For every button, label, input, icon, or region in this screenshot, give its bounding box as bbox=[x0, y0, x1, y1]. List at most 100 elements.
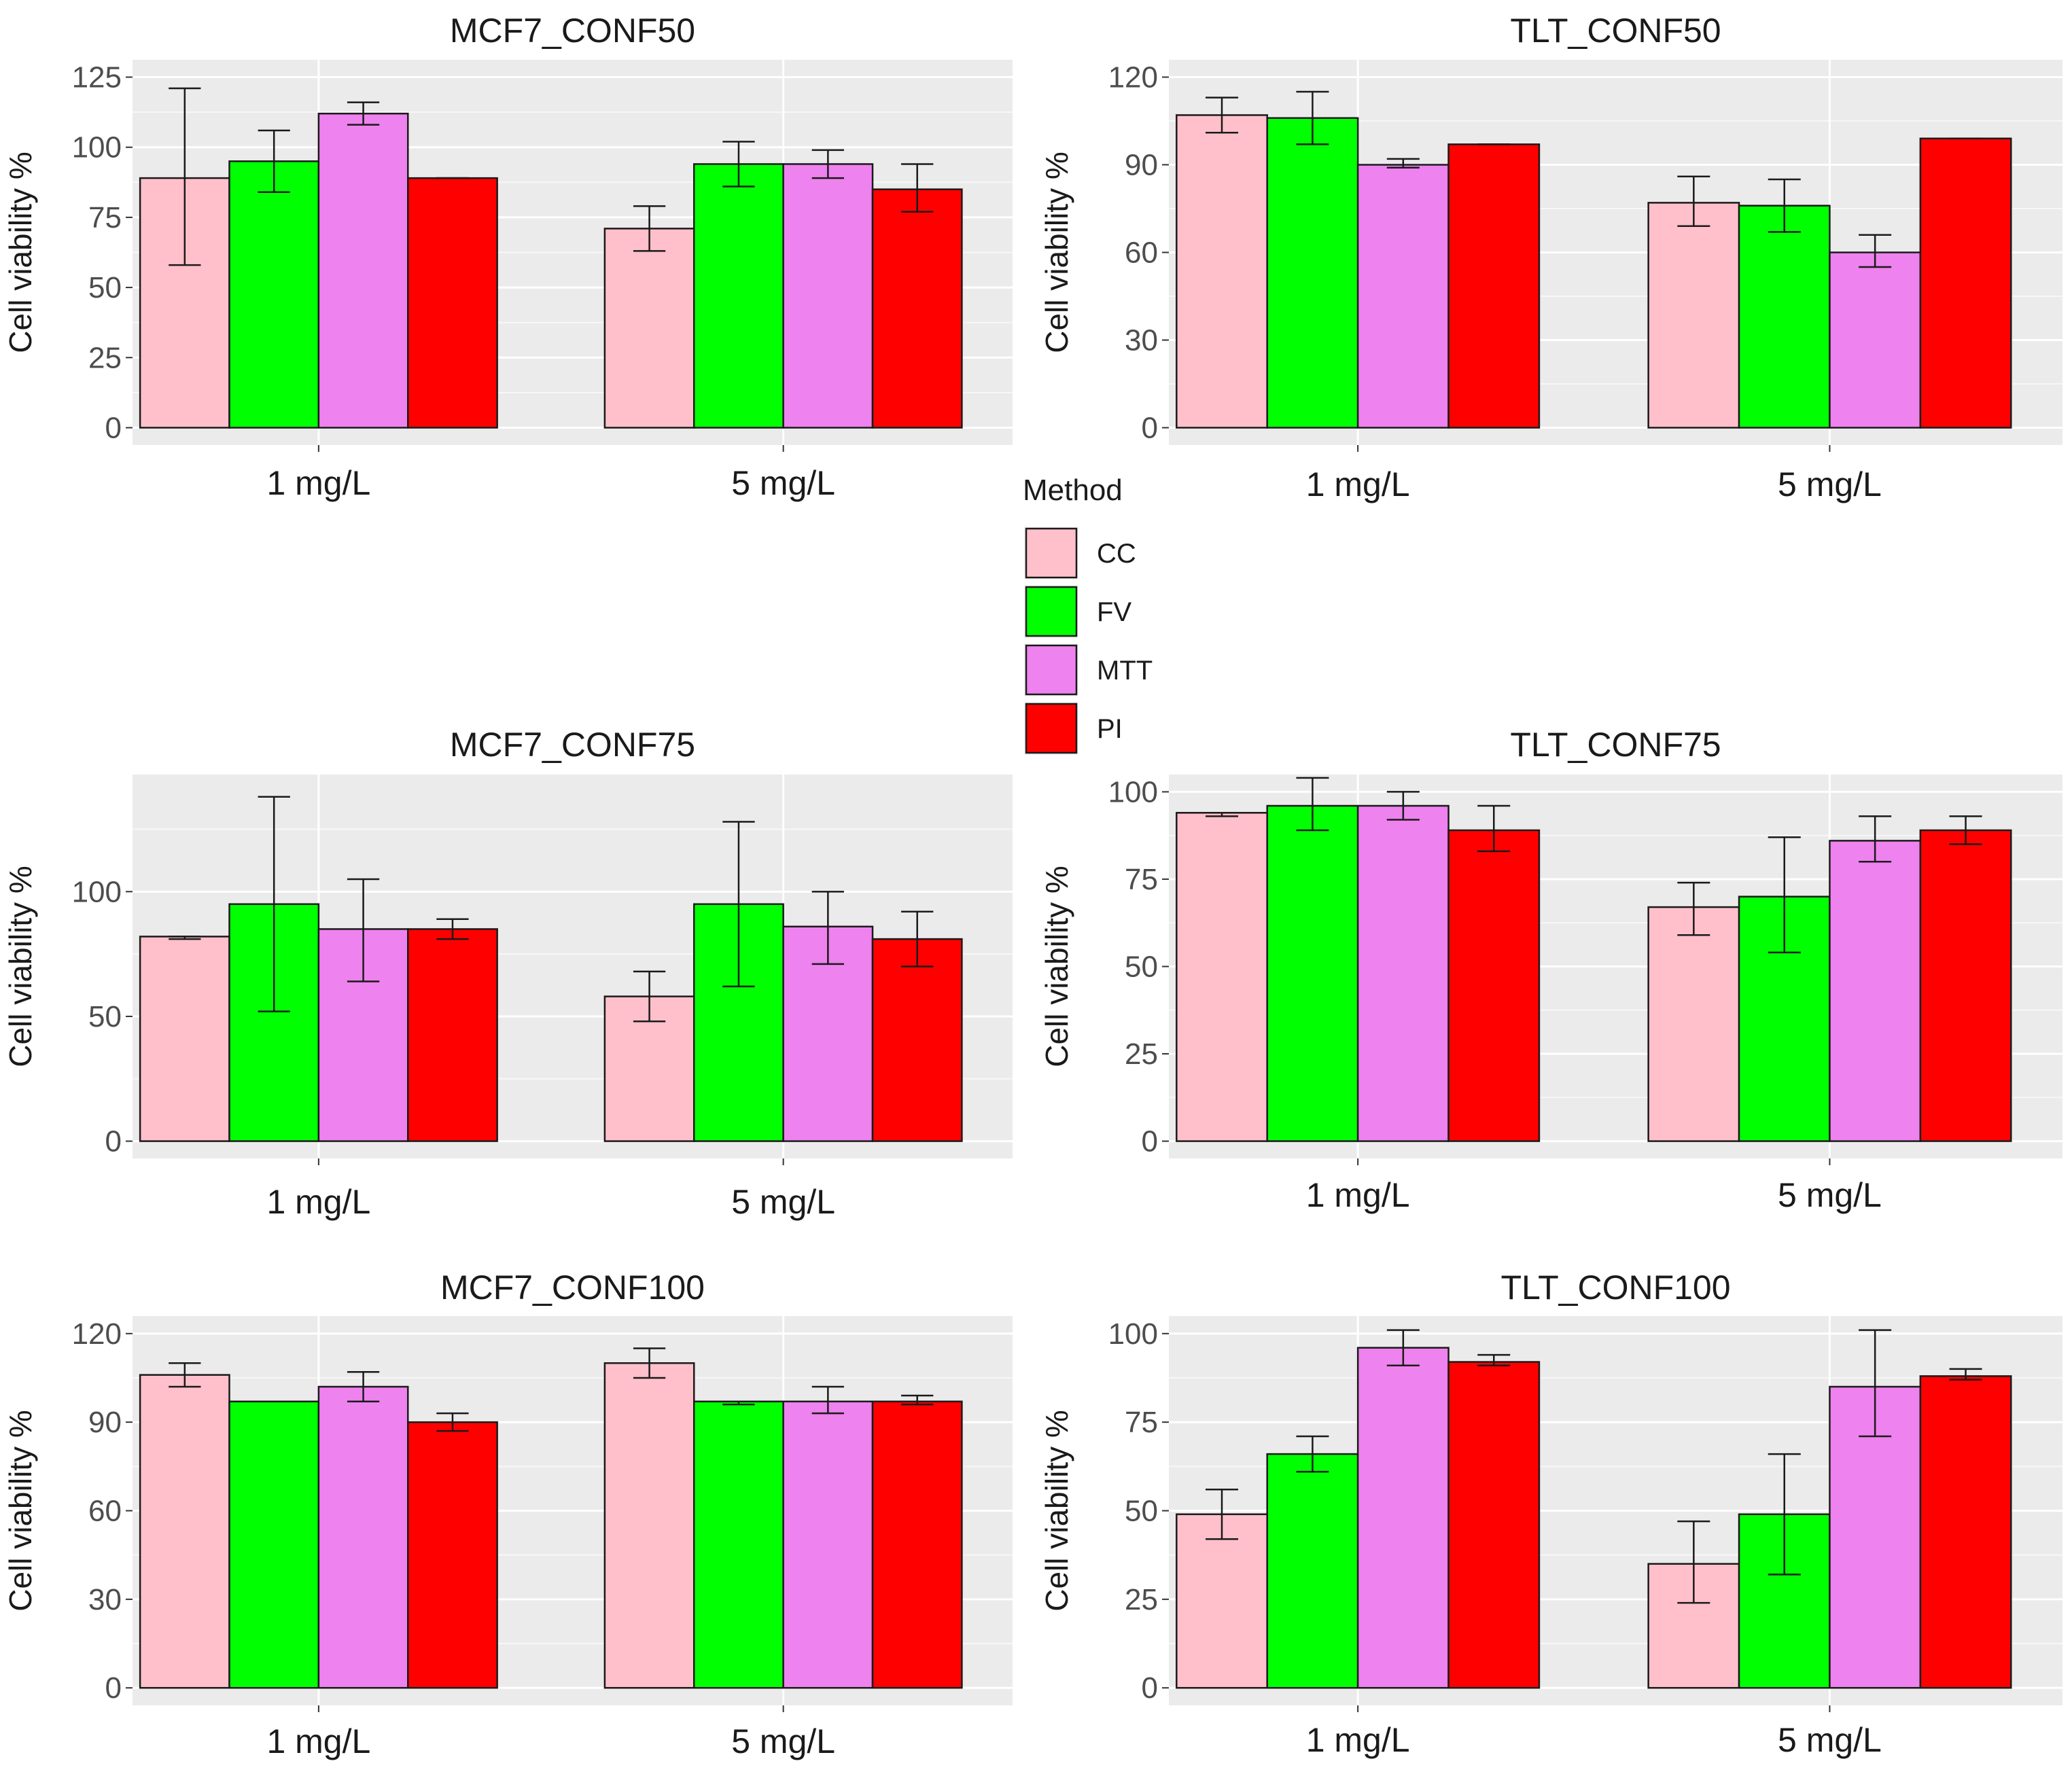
bar-mtt bbox=[1829, 840, 1922, 1142]
bar-cc bbox=[139, 1374, 230, 1689]
legend-swatch bbox=[1025, 586, 1078, 637]
y-tick-label: 0 bbox=[105, 411, 122, 444]
y-tick-label: 0 bbox=[1142, 411, 1158, 444]
legend-item-fv: FV bbox=[1024, 585, 1131, 638]
y-tick-label: 60 bbox=[88, 1495, 122, 1528]
y-tick-label: 50 bbox=[1125, 951, 1158, 984]
x-tick-label: 1 mg/L bbox=[266, 464, 370, 502]
error-bar bbox=[811, 1385, 844, 1415]
chart-panel: 0 30 60 90 120 1 mg/L 5 mg/L MCF7_CONF100 Cell v… bbox=[3, 1269, 1013, 1760]
bar-fv bbox=[1738, 205, 1831, 429]
bar-fv bbox=[228, 160, 320, 429]
chart-title: MCF7_CONF50 bbox=[450, 12, 695, 50]
chart-title: MCF7_CONF75 bbox=[450, 726, 695, 764]
bar-pi bbox=[1447, 829, 1541, 1142]
bar-mtt bbox=[317, 1385, 409, 1689]
bar-pi bbox=[407, 928, 498, 1142]
chart-panel: 0 30 60 90 120 1 mg/L 5 mg/L TLT_CONF50 Cell via… bbox=[1039, 12, 2062, 503]
bar-cc bbox=[603, 228, 695, 429]
x-tick-label: 1 mg/L bbox=[1306, 465, 1410, 503]
error-bar bbox=[1949, 1368, 1982, 1381]
error-bar bbox=[722, 1400, 755, 1406]
bar-fv bbox=[693, 1400, 784, 1689]
error-bar bbox=[901, 1394, 934, 1406]
bar-pi bbox=[871, 188, 963, 429]
y-axis-title: Cell viability % bbox=[1039, 866, 1074, 1067]
chart-panels: 0 25 50 75 100 125 1 mg/L 5 mg/L MCF7_CONF50 Cell… bbox=[3, 12, 2062, 1760]
error-bar bbox=[1296, 777, 1329, 832]
error-bar bbox=[901, 910, 934, 968]
chart-panel: 0 25 50 75 100 1 mg/L 5 mg/L TLT_CONF100 Cell vi… bbox=[1039, 1269, 2062, 1759]
error-bar bbox=[1386, 158, 1420, 169]
error-bar bbox=[1677, 881, 1710, 936]
y-tick-label: 100 bbox=[1108, 1317, 1158, 1351]
y-tick-label: 0 bbox=[1142, 1671, 1158, 1705]
y-tick-label: 25 bbox=[1125, 1037, 1158, 1071]
bar-cc bbox=[1176, 114, 1268, 429]
x-tick-label: 5 mg/L bbox=[1778, 465, 1882, 503]
bar-mtt bbox=[317, 112, 409, 429]
error-bar bbox=[436, 1412, 469, 1432]
y-tick-label: 75 bbox=[1125, 863, 1158, 896]
x-tick-label: 5 mg/L bbox=[1778, 1721, 1882, 1759]
error-bar bbox=[811, 891, 844, 965]
y-tick-label: 25 bbox=[88, 341, 122, 374]
error-bar bbox=[169, 87, 201, 266]
x-tick-label: 1 mg/L bbox=[266, 1722, 370, 1760]
x-tick-label: 5 mg/L bbox=[731, 1722, 835, 1760]
error-bar bbox=[1477, 804, 1511, 853]
y-axis-title: Cell viability % bbox=[1039, 1410, 1074, 1612]
error-bar bbox=[1386, 1329, 1420, 1366]
error-bar bbox=[633, 1347, 666, 1379]
x-tick-label: 5 mg/L bbox=[1778, 1176, 1882, 1214]
legend-label: MTT bbox=[1097, 656, 1153, 686]
error-bar bbox=[633, 970, 666, 1023]
legend-item-cc: CC bbox=[1024, 527, 1136, 580]
x-tick-label: 1 mg/L bbox=[266, 1183, 370, 1221]
bar-pi bbox=[871, 1400, 963, 1689]
bar-mtt bbox=[1356, 164, 1450, 429]
error-bar bbox=[1296, 90, 1329, 145]
error-bar bbox=[901, 163, 934, 213]
chart-panel: 0 25 50 75 100 125 1 mg/L 5 mg/L MCF7_CONF50 Cell… bbox=[3, 12, 1013, 502]
error-bar bbox=[1205, 1488, 1239, 1540]
y-tick-label: 100 bbox=[72, 131, 122, 164]
bar-mtt bbox=[1829, 251, 1922, 429]
bar-pi bbox=[407, 1421, 498, 1689]
y-tick-label: 50 bbox=[88, 1000, 122, 1033]
error-bar bbox=[722, 141, 755, 188]
error-bar bbox=[1386, 791, 1420, 821]
error-bar bbox=[1477, 1353, 1511, 1366]
y-tick-label: 30 bbox=[88, 1583, 122, 1616]
bar-pi bbox=[1447, 143, 1541, 429]
error-bar bbox=[169, 936, 201, 940]
error-bar bbox=[436, 918, 469, 940]
bar-fv bbox=[1266, 804, 1359, 1142]
y-tick-label: 25 bbox=[1125, 1583, 1158, 1616]
y-tick-label: 75 bbox=[1125, 1406, 1158, 1439]
legend-swatch bbox=[1025, 703, 1078, 754]
y-tick-label: 30 bbox=[1125, 323, 1158, 357]
chart-title: MCF7_CONF100 bbox=[440, 1269, 705, 1307]
error-bar bbox=[1768, 178, 1801, 233]
error-bar bbox=[1859, 815, 1892, 863]
legend-title: Method bbox=[1023, 474, 1123, 507]
error-bar bbox=[1859, 1329, 1892, 1438]
chart-title: TLT_CONF100 bbox=[1500, 1269, 1730, 1307]
legend-item-mtt: MTT bbox=[1024, 643, 1153, 696]
y-tick-label: 75 bbox=[88, 201, 122, 234]
bar-fv bbox=[228, 1400, 320, 1689]
bar-cc bbox=[603, 1362, 695, 1689]
error-bar bbox=[169, 1362, 201, 1388]
error-bar bbox=[1859, 234, 1892, 268]
legend-label: PI bbox=[1097, 714, 1123, 744]
y-tick-label: 50 bbox=[88, 271, 122, 304]
y-tick-label: 120 bbox=[72, 1317, 122, 1351]
bar-pi bbox=[1919, 829, 2012, 1142]
bar-cc bbox=[139, 936, 230, 1142]
legend-swatch bbox=[1025, 527, 1078, 579]
y-tick-label: 50 bbox=[1125, 1495, 1158, 1528]
error-bar bbox=[1205, 96, 1239, 134]
bar-mtt bbox=[782, 1400, 874, 1689]
